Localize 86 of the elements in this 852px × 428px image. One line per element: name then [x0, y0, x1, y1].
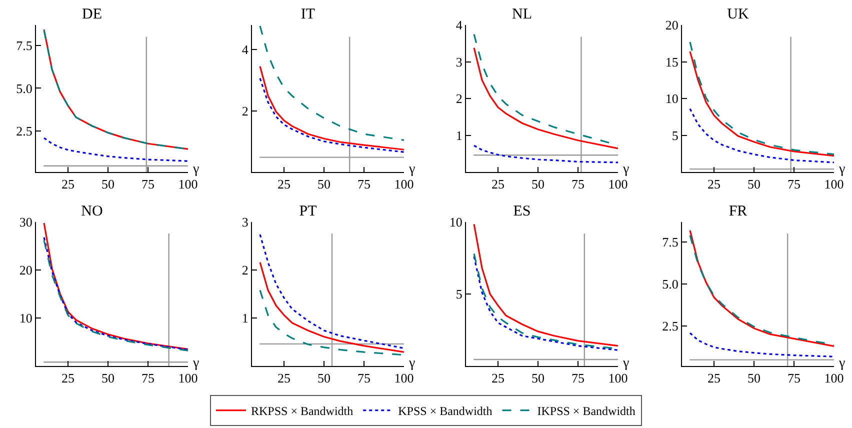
- x-tick-label: 25: [62, 176, 74, 192]
- y-tick-label: 7.5: [16, 38, 32, 54]
- chart-title: FR: [728, 203, 748, 220]
- x-tick-label: 50: [532, 370, 544, 386]
- line-series: [689, 332, 834, 358]
- x-axis-title: γ: [192, 162, 200, 177]
- x-tick-label: 100: [394, 370, 414, 386]
- line-series: [43, 137, 188, 162]
- x-tick-label: 100: [824, 176, 844, 192]
- x-axis-title: γ: [408, 356, 416, 371]
- legend-label: IKPSS × Bandwidth: [537, 404, 636, 418]
- line-series: [473, 144, 618, 164]
- x-tick-label: 50: [532, 176, 544, 192]
- x-tick-label: 50: [318, 370, 330, 386]
- x-tick-label: 100: [608, 370, 628, 386]
- x-tick-label: 75: [142, 370, 154, 386]
- y-tick-label: 2.5: [662, 318, 678, 334]
- legend-label: KPSS × Bandwidth: [398, 404, 492, 418]
- x-tick-label: 75: [358, 176, 370, 192]
- chart-title: DE: [82, 6, 102, 22]
- y-tick-label: 5.0: [662, 276, 678, 292]
- x-axis-title: γ: [838, 356, 846, 371]
- y-tick-label: 10: [665, 91, 678, 106]
- line-series: [259, 234, 404, 350]
- y-tick-label: 30: [19, 214, 32, 230]
- y-tick-label: 10: [449, 214, 462, 230]
- y-tick-label: 5.0: [16, 80, 32, 96]
- chart-title: NL: [512, 6, 532, 22]
- y-tick-label: 3: [242, 214, 248, 230]
- line-series: [473, 223, 618, 347]
- x-axis-title: γ: [622, 356, 630, 371]
- line-series: [259, 289, 404, 356]
- x-tick-label: 50: [102, 176, 114, 192]
- y-tick-label: 4: [242, 42, 249, 58]
- line-series: [259, 262, 404, 353]
- y-tick-label: 5: [672, 128, 678, 143]
- x-tick-label: 75: [358, 370, 370, 386]
- x-axis-title: γ: [838, 162, 846, 177]
- chart-title: PT: [299, 203, 317, 220]
- x-tick-label: 100: [178, 176, 198, 192]
- line-series: [259, 77, 404, 153]
- y-tick-label: 3: [456, 54, 462, 70]
- line-series: [259, 25, 404, 141]
- y-tick-label: 20: [665, 18, 678, 33]
- chart-title: NO: [81, 203, 103, 220]
- y-tick-label: 20: [19, 262, 32, 278]
- y-tick-label: 2: [242, 103, 248, 118]
- y-tick-label: 2: [456, 91, 462, 106]
- legend-label: RKPSS × Bandwidth: [251, 404, 354, 418]
- x-tick-label: 25: [708, 370, 720, 386]
- x-tick-label: 50: [102, 370, 114, 386]
- x-axis-title: γ: [408, 162, 416, 177]
- x-tick-label: 100: [178, 370, 198, 386]
- y-tick-label: 1: [242, 310, 248, 326]
- x-tick-label: 100: [608, 176, 628, 192]
- x-tick-label: 75: [788, 176, 800, 192]
- x-tick-label: 25: [278, 176, 290, 192]
- y-tick-label: 7.5: [662, 234, 678, 250]
- y-tick-label: 2: [242, 262, 248, 278]
- line-series: [689, 108, 834, 164]
- chart-title: ES: [513, 203, 531, 220]
- x-tick-label: 50: [748, 176, 760, 192]
- x-tick-label: 25: [492, 370, 504, 386]
- x-tick-label: 100: [394, 176, 414, 192]
- x-tick-label: 75: [142, 176, 154, 192]
- y-tick-label: 15: [665, 54, 678, 70]
- y-tick-label: 10: [19, 310, 32, 326]
- y-tick-label: 1: [456, 128, 462, 143]
- x-axis-title: γ: [192, 356, 200, 371]
- x-tick-label: 75: [572, 176, 584, 192]
- x-tick-label: 25: [708, 176, 720, 192]
- y-tick-label: 5: [456, 286, 462, 302]
- chart-title: UK: [727, 6, 749, 22]
- x-axis-title: γ: [622, 162, 630, 177]
- x-tick-label: 50: [318, 176, 330, 192]
- x-tick-label: 100: [824, 370, 844, 386]
- x-tick-label: 25: [62, 370, 74, 386]
- chart-title: IT: [300, 6, 316, 22]
- x-tick-label: 50: [748, 370, 760, 386]
- x-tick-label: 25: [492, 176, 504, 192]
- y-tick-label: 4: [456, 18, 463, 33]
- x-tick-label: 75: [788, 370, 800, 386]
- y-tick-label: 2.5: [16, 124, 32, 139]
- x-tick-label: 75: [572, 370, 584, 386]
- line-series: [259, 66, 404, 150]
- x-tick-label: 25: [278, 370, 290, 386]
